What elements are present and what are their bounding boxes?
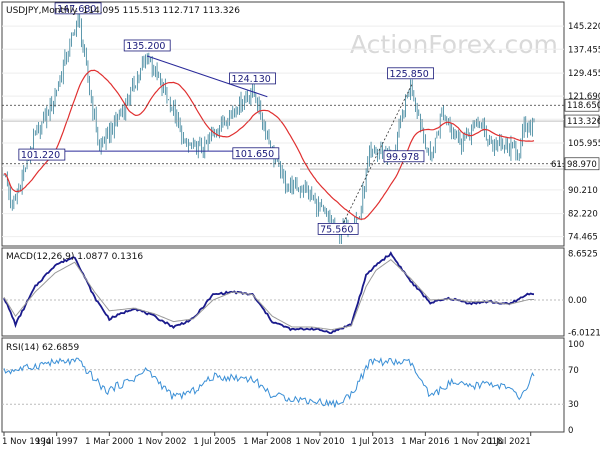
price-value-tag-text: 113.326 xyxy=(567,117,600,127)
macd-ytick: 0.00 xyxy=(568,296,587,306)
annotation-label: 101.650 xyxy=(235,149,274,160)
rsi-ytick: 70 xyxy=(568,366,579,376)
price-value-tag xyxy=(564,157,600,171)
rsi-panel xyxy=(1,337,565,433)
trendline-down xyxy=(147,55,268,98)
annotation-label: 135.200 xyxy=(126,41,165,52)
x-tick-label: 1 Jul 2005 xyxy=(193,437,236,447)
x-tick-label: 1 Jul 2013 xyxy=(351,437,394,447)
macd-panel xyxy=(1,247,565,337)
rsi-ytick: 100 xyxy=(568,340,584,350)
x-tick-label: 1 Jul 2021 xyxy=(488,437,531,447)
macd-ytick: 8.6525 xyxy=(568,249,598,259)
price-ytick: 121.690 xyxy=(568,92,600,102)
annotation-box xyxy=(387,67,434,80)
annotation-box xyxy=(18,148,66,161)
price-ytick: 129.455 xyxy=(568,69,600,79)
annotation-box xyxy=(232,147,280,160)
annotation-label: 124.130 xyxy=(232,74,271,85)
annotation-box xyxy=(54,2,102,15)
annotation-box xyxy=(317,223,359,235)
price-value-tag-text: 118.650 xyxy=(567,101,600,111)
macd-signal-line xyxy=(3,258,534,331)
annotation-label: 147.680 xyxy=(57,4,96,15)
symbol-label: USDJPY,Monthly xyxy=(6,6,78,16)
x-tick-label: 1 Mar 2008 xyxy=(243,437,291,447)
rsi-ytick: 30 xyxy=(568,400,579,410)
watermark: ActionForex.com xyxy=(350,30,558,59)
price-value-tag xyxy=(564,98,600,112)
macd-title: MACD(12,26,9) 1.0877 0.1316 xyxy=(6,252,143,262)
rsi-ytick: 0 xyxy=(568,426,573,436)
fib-label: 61.8 xyxy=(551,160,570,170)
price-ytick: 105.955 xyxy=(568,139,600,149)
annotation-box xyxy=(383,150,425,163)
annotation-label: 99.978 xyxy=(386,152,419,163)
annotation-label: 125.850 xyxy=(390,69,429,80)
price-ytick: 145.220 xyxy=(568,22,600,32)
price-ytick: 74.465 xyxy=(568,233,598,243)
macd-ytick: -6.0121 xyxy=(568,328,600,338)
x-tick-label: 1 Nov 2010 xyxy=(296,437,345,447)
x-tick-label: 1 Jul 1997 xyxy=(35,437,78,447)
x-tick-label: 1 Mar 2000 xyxy=(85,437,133,447)
price-ytick: 82.220 xyxy=(568,210,598,220)
annotation-box xyxy=(123,39,171,52)
price-value-tag xyxy=(564,114,600,128)
rsi-line xyxy=(3,356,535,408)
x-tick-label: 1 Nov 1994 xyxy=(2,437,51,447)
price-ytick: 90.210 xyxy=(568,186,598,196)
moving-average-line xyxy=(3,69,535,220)
annotation-box xyxy=(229,72,276,85)
price-value-tag-text: 98.970 xyxy=(567,160,597,170)
x-tick-label: 1 Mar 2016 xyxy=(401,437,449,447)
price-title: USDJPY,Monthly 114.095 115.513 112.717 11… xyxy=(6,6,240,16)
annotation-label: 101.220 xyxy=(21,150,60,161)
price-ytick: 137.455 xyxy=(568,45,600,55)
rsi-title: RSI(14) 62.6859 xyxy=(6,343,79,353)
ohlc-label: 114.095 115.513 112.717 113.326 xyxy=(83,6,241,16)
x-tick-label: 1 Nov 2018 xyxy=(454,437,503,447)
annotation-label: 75.560 xyxy=(320,224,353,235)
x-tick-label: 1 Nov 2002 xyxy=(137,437,186,447)
